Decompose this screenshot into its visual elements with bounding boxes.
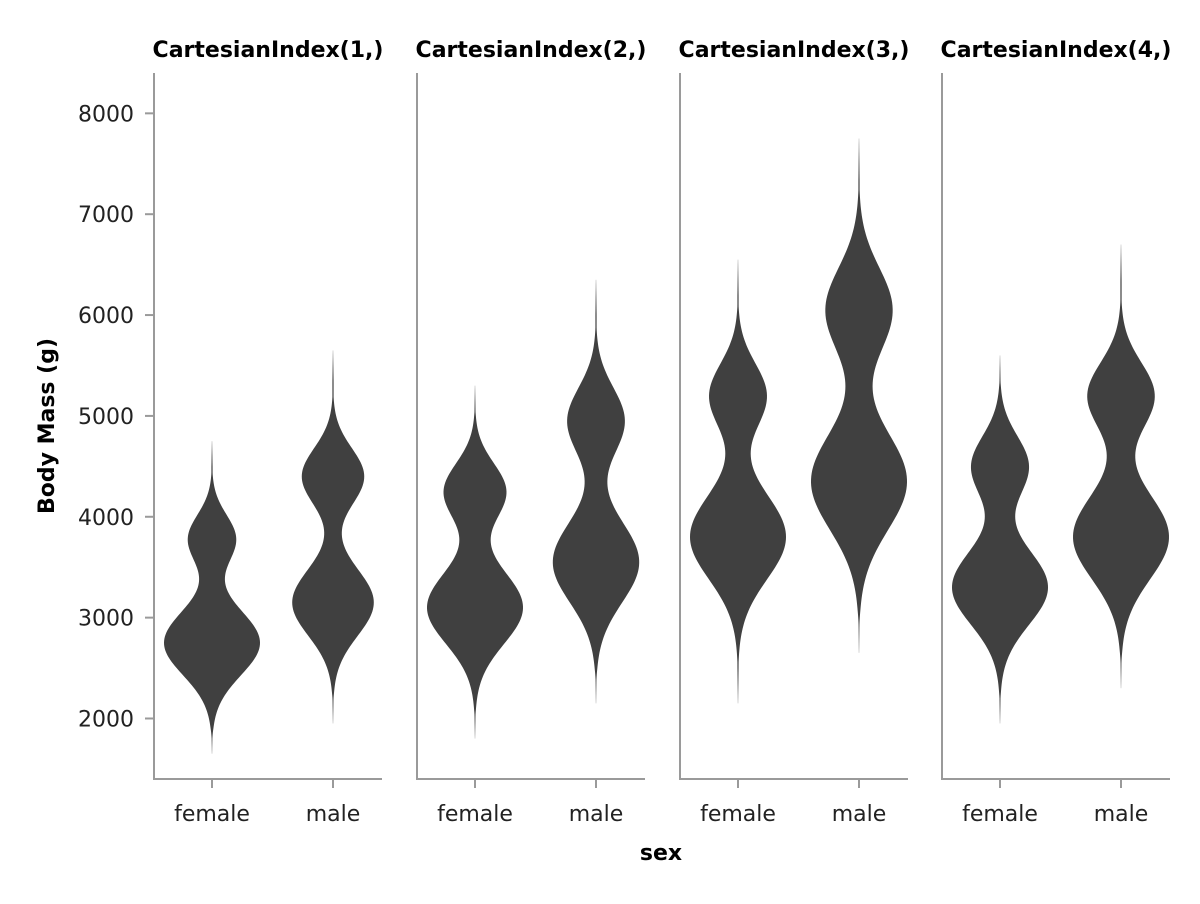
violin-male <box>811 138 907 653</box>
y-axis-title: Body Mass (g) <box>35 338 60 514</box>
x-tick-label: female <box>174 802 250 827</box>
y-tick-label: 6000 <box>78 304 134 329</box>
x-tick-label: male <box>832 802 887 827</box>
y-tick-label: 2000 <box>78 707 134 732</box>
violin-female <box>427 385 523 739</box>
x-tick-label: male <box>306 802 361 827</box>
violin-male <box>552 279 640 704</box>
y-tick-label: 5000 <box>78 405 134 430</box>
violin-female <box>164 441 260 754</box>
x-tick-label: male <box>1094 802 1149 827</box>
y-tick-label: 7000 <box>78 203 134 228</box>
x-tick-label: female <box>437 802 513 827</box>
x-axis-title: sex <box>640 841 682 866</box>
x-tick-label: female <box>962 802 1038 827</box>
y-tick-label: 3000 <box>78 607 134 632</box>
violin-female <box>690 259 786 704</box>
violin-male <box>1073 244 1169 689</box>
x-tick-label: female <box>700 802 776 827</box>
panel-title: CartesianIndex(1,) <box>153 38 384 63</box>
violin-female <box>951 355 1049 724</box>
y-tick-label: 4000 <box>78 506 134 531</box>
x-tick-label: male <box>569 802 624 827</box>
panel-title: CartesianIndex(3,) <box>679 38 910 63</box>
y-tick-label: 8000 <box>78 102 134 127</box>
panel-title: CartesianIndex(4,) <box>941 38 1172 63</box>
panel-title: CartesianIndex(2,) <box>416 38 647 63</box>
violin-male <box>292 350 374 724</box>
